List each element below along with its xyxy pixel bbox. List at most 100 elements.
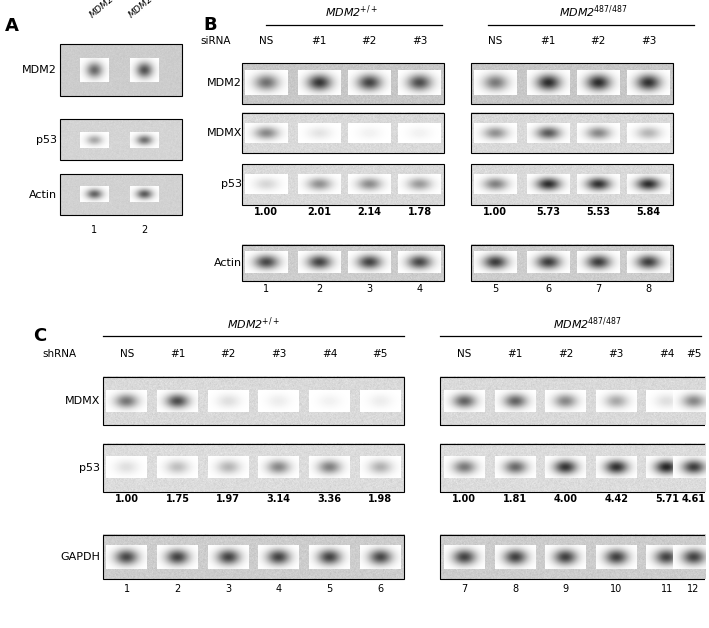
Bar	[103, 443, 404, 492]
Bar	[440, 443, 709, 492]
Text: #2: #2	[362, 36, 377, 46]
Text: NS: NS	[120, 349, 134, 359]
Text: MDMX: MDMX	[65, 396, 101, 406]
Bar	[471, 245, 673, 281]
Text: 4: 4	[417, 284, 423, 294]
Text: p53: p53	[79, 463, 101, 473]
Text: 2: 2	[141, 225, 147, 235]
Bar	[440, 377, 709, 425]
Text: Actin: Actin	[214, 257, 242, 268]
Text: 7: 7	[462, 583, 467, 593]
Text: 1.78: 1.78	[408, 207, 432, 217]
Text: p53: p53	[36, 134, 57, 144]
Text: #4: #4	[659, 349, 674, 359]
Text: NS: NS	[457, 349, 471, 359]
Text: 5.73: 5.73	[536, 207, 560, 217]
Bar	[103, 534, 404, 580]
Text: #3: #3	[608, 349, 624, 359]
Text: 1: 1	[263, 284, 269, 294]
Text: MDM2$^{+/+}$: MDM2$^{+/+}$	[227, 315, 280, 332]
Text: 1.75: 1.75	[165, 494, 189, 504]
Bar	[60, 119, 182, 160]
Text: 6: 6	[545, 284, 551, 294]
Text: MDM2$^{487/487}$: MDM2$^{487/487}$	[559, 4, 627, 20]
Bar	[471, 63, 673, 104]
Bar	[471, 113, 673, 153]
Text: 2: 2	[174, 583, 181, 593]
Text: GAPDH: GAPDH	[60, 552, 101, 562]
Text: #2: #2	[591, 36, 606, 46]
Text: MDMX: MDMX	[206, 128, 242, 138]
Text: 3.14: 3.14	[267, 494, 291, 504]
Bar	[440, 534, 709, 580]
Text: 1.98: 1.98	[368, 494, 392, 504]
Text: 8: 8	[512, 583, 518, 593]
Text: 8: 8	[646, 284, 652, 294]
Bar	[242, 164, 444, 205]
Text: #1: #1	[170, 349, 185, 359]
Text: 2.01: 2.01	[307, 207, 331, 217]
Text: 1.97: 1.97	[216, 494, 240, 504]
Text: 5: 5	[492, 284, 498, 294]
Text: NS: NS	[259, 36, 273, 46]
Bar	[242, 113, 444, 153]
Text: #4: #4	[322, 349, 337, 359]
Text: #2: #2	[220, 349, 236, 359]
Text: 10: 10	[610, 583, 623, 593]
Text: A: A	[4, 17, 18, 35]
Text: B: B	[203, 16, 217, 33]
Text: 4.61: 4.61	[681, 494, 705, 504]
Text: shRNA: shRNA	[43, 349, 77, 359]
Text: 1.00: 1.00	[483, 207, 507, 217]
Bar	[103, 377, 404, 425]
Text: 5.84: 5.84	[637, 207, 661, 217]
Text: #3: #3	[641, 36, 657, 46]
Text: #2: #2	[558, 349, 574, 359]
Bar	[242, 245, 444, 281]
Text: 5.53: 5.53	[586, 207, 610, 217]
Text: 1.00: 1.00	[115, 494, 139, 504]
Text: 4.42: 4.42	[604, 494, 628, 504]
Text: MDM2$^{+/+}$: MDM2$^{+/+}$	[325, 4, 379, 20]
Text: 2.14: 2.14	[357, 207, 381, 217]
Text: 5.71: 5.71	[655, 494, 679, 504]
Text: 1.00: 1.00	[452, 494, 476, 504]
Text: 3: 3	[367, 284, 372, 294]
Bar	[471, 164, 673, 205]
Bar	[60, 45, 182, 96]
Text: MDM2$^{487/487}$: MDM2$^{487/487}$	[552, 315, 621, 332]
Text: 5: 5	[326, 583, 333, 593]
Text: #1: #1	[311, 36, 327, 46]
Text: MDM2: MDM2	[22, 65, 57, 75]
Text: 12: 12	[687, 583, 700, 593]
Text: 6: 6	[377, 583, 383, 593]
Text: 2: 2	[316, 284, 322, 294]
Text: #5: #5	[686, 349, 701, 359]
Text: MDM2$^{487/487}$: MDM2$^{487/487}$	[125, 0, 176, 21]
Text: 1.81: 1.81	[503, 494, 527, 504]
Text: 1.00: 1.00	[254, 207, 278, 217]
Text: MDM2: MDM2	[207, 78, 242, 89]
Text: 9: 9	[562, 583, 569, 593]
Bar	[60, 175, 182, 215]
Text: Actin: Actin	[29, 190, 57, 200]
Text: MDM2$^{+/+}$: MDM2$^{+/+}$	[86, 0, 127, 21]
Text: #1: #1	[540, 36, 556, 46]
Text: #3: #3	[412, 36, 428, 46]
Text: #1: #1	[508, 349, 523, 359]
Text: 1: 1	[124, 583, 130, 593]
Bar	[242, 63, 444, 104]
Text: 7: 7	[595, 284, 601, 294]
Text: 4.00: 4.00	[554, 494, 578, 504]
Text: #3: #3	[271, 349, 286, 359]
Text: 11: 11	[661, 583, 673, 593]
Text: siRNA: siRNA	[201, 36, 231, 46]
Text: 3: 3	[225, 583, 231, 593]
Text: #5: #5	[372, 349, 388, 359]
Text: NS: NS	[488, 36, 502, 46]
Text: C: C	[33, 327, 46, 345]
Text: p53: p53	[221, 180, 242, 190]
Text: 3.36: 3.36	[318, 494, 342, 504]
Text: 4: 4	[276, 583, 282, 593]
Text: 1: 1	[91, 225, 97, 235]
